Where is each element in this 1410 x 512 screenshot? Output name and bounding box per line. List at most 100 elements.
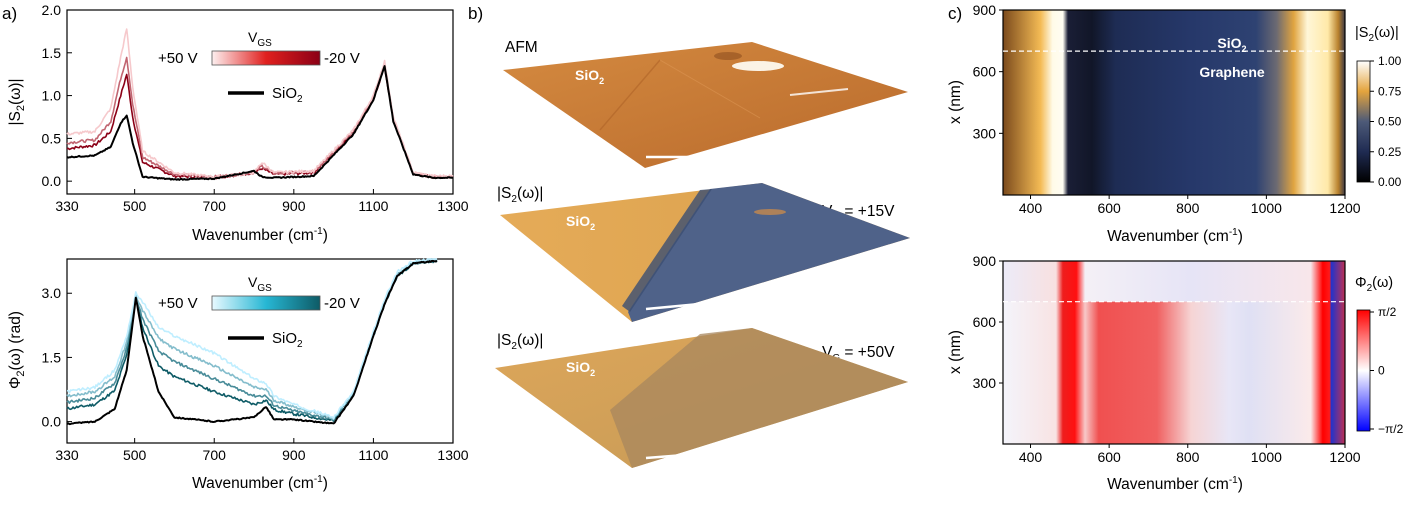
amp-heatmap-graphene-label: Graphene — [1199, 64, 1265, 80]
amp-heatmap-frame — [1002, 9, 1346, 196]
phase-y-axis-label: Φ2(ω) (rad) — [7, 311, 27, 389]
amp-series-group — [66, 28, 454, 181]
amp-axes-frame — [66, 9, 454, 195]
phase-legend-ref-label: SiO2 — [272, 330, 303, 350]
x-tick-label: 600 — [1097, 200, 1121, 216]
phase-heatmap-x-ticks: 400 600 800 1000 1200 — [1019, 444, 1361, 465]
y-tick-label: 600 — [973, 64, 997, 80]
amp-x-axis-label: Wavenumber (cm-1) — [192, 226, 328, 244]
colorbar-tick-label: 0.25 — [1378, 145, 1402, 159]
phase-colorbar — [1356, 309, 1371, 432]
amp-x-ticks: 330 500 700 900 1100 1300 — [55, 189, 469, 214]
phase-axes-frame — [66, 258, 454, 444]
amp-map-15v-graphene-region — [628, 183, 910, 322]
colorbar-tick-label: 0.00 — [1378, 175, 1402, 189]
phase-heatmap-y-ticks: 300 600 900 — [973, 253, 1003, 391]
colorbar-tick-label: 0.75 — [1378, 84, 1402, 98]
y-tick-label: 0.0 — [42, 173, 62, 189]
x-tick-label: 400 — [1019, 200, 1043, 216]
colorbar-tick-label: 0 — [1378, 364, 1385, 378]
phase-legend-vgs: VGS — [248, 274, 272, 294]
amp-map-50v-sio2-label: SiO2 — [566, 359, 595, 378]
amp-heatmap-image — [1003, 10, 1345, 195]
phase-legend-left: +50 V — [158, 295, 198, 312]
amp-legend-gradient — [211, 50, 321, 66]
amp-map-15v-graphene-label: Graphene — [748, 288, 816, 304]
x-tick-label: 1300 — [437, 198, 468, 214]
phase-heatmap-frame — [1002, 260, 1346, 445]
afm-sio2-label: SiO2 — [575, 67, 604, 86]
afm-flake-edge — [599, 59, 661, 131]
phase-heatmap-sio2-region — [1003, 261, 1345, 302]
x-tick-label: 1300 — [437, 447, 468, 463]
y-tick-label: 3.0 — [42, 285, 62, 301]
amp-map-15v-scale-bar — [645, 301, 711, 311]
phase-series-group — [66, 258, 438, 426]
y-tick-label: 900 — [973, 2, 997, 18]
afm-map-panel: AFM SiO2 Graphene — [503, 39, 908, 168]
amp-map-50v-title: |S2(ω)| — [497, 332, 543, 352]
phase-y-ticks: 0.0 1.5 3.0 — [42, 285, 72, 430]
y-tick-label: 0.0 — [42, 414, 62, 430]
colorbar-tick-label: 0.50 — [1378, 115, 1402, 129]
afm-surface — [503, 42, 908, 168]
y-tick-label: 1.5 — [42, 349, 62, 365]
x-tick-label: 500 — [123, 198, 147, 214]
x-tick-label: 700 — [203, 447, 227, 463]
series-line-sio2 — [66, 259, 438, 426]
amp-map-50v-graphene-label: Graphene — [748, 434, 816, 450]
x-tick-label: 400 — [1019, 449, 1043, 465]
series-line-vgs — [66, 258, 438, 421]
phase-heatmap-chart: 400 600 800 1000 1200 300 600 900 Wavenumber (… — [947, 253, 1404, 493]
x-tick-label: 1200 — [1329, 200, 1360, 216]
x-tick-label: 600 — [1097, 449, 1121, 465]
y-tick-label: 600 — [973, 314, 997, 330]
series-line-sio2 — [66, 65, 454, 181]
amp-heatmap-y-axis-label: x (nm) — [947, 80, 964, 124]
y-tick-label: 300 — [973, 125, 997, 141]
x-tick-label: 800 — [1176, 449, 1200, 465]
amp-heatmap-sio2-label: SiO2 — [1217, 35, 1246, 54]
afm-bright-streak — [789, 88, 849, 96]
amp-colorbar-title: |S2(ω)| — [1355, 25, 1399, 44]
phase-colorbar-title: Φ2(ω) — [1355, 275, 1393, 294]
phase-x-ticks: 330 500 700 900 1100 1300 — [55, 438, 469, 463]
amp-map-50v-panel: |S2(ω)| VG = +50V SiO2 Graphene — [495, 328, 908, 468]
amp-map-15v-title: |S2(ω)| — [497, 185, 543, 205]
afm-bright-spot — [732, 61, 784, 71]
amp-map-15v-edge — [622, 189, 712, 312]
amp-heatmap-x-axis-label: Wavenumber (cm-1) — [1107, 227, 1243, 245]
colorbar-tick-label: −π/2 — [1378, 422, 1404, 436]
x-tick-label: 800 — [1176, 200, 1200, 216]
colorbar-tick-label: 1.00 — [1378, 54, 1402, 68]
afm-dark-spot — [714, 52, 742, 60]
x-tick-label: 900 — [282, 198, 306, 214]
panel-label-a: a) — [2, 4, 17, 23]
y-tick-label: 1.0 — [42, 88, 62, 104]
amp-y-axis-label: |S2(ω)| — [7, 79, 27, 126]
x-tick-label: 1000 — [1251, 449, 1282, 465]
x-tick-label: 330 — [55, 447, 79, 463]
x-tick-label: 1100 — [358, 447, 388, 463]
amp-map-15v-spot — [754, 209, 786, 215]
y-tick-label: 2.0 — [42, 2, 62, 18]
phase-spectrum-chart: 330 500 700 900 1100 1300 0.0 1.5 3.0 Wavenumbe… — [7, 258, 469, 492]
amp-colorbar — [1356, 60, 1371, 183]
phase-legend-gradient — [211, 295, 321, 311]
amp-heatmap-y-ticks: 300 600 900 — [973, 2, 1003, 141]
amp-heatmap-chart: SiO2 Graphene 400 600 800 1000 1200 300 600 90… — [947, 2, 1402, 245]
amp-legend-left: +50 V — [158, 50, 198, 67]
amp-y-ticks: 0.0 0.5 1.0 1.5 2.0 — [42, 2, 72, 189]
phase-x-axis-label: Wavenumber (cm-1) — [192, 474, 328, 492]
phase-heatmap-y-axis-label: x (nm) — [947, 330, 964, 374]
amp-spectrum-chart: 330 500 700 900 1100 1300 0.0 0.5 1.0 1.5 2.0 Wav… — [7, 2, 469, 244]
amp-legend-vgs: VGS — [248, 29, 272, 49]
x-tick-label: 700 — [203, 198, 227, 214]
amp-colorbar-ticks: 0.00 0.25 0.50 0.75 1.00 — [1370, 54, 1402, 189]
amp-map-50v-graphene-region — [610, 328, 908, 468]
afm-graphene-label: Graphene — [748, 138, 816, 154]
series-line-vgs — [66, 258, 438, 420]
afm-title: AFM — [505, 39, 538, 56]
amp-map-15v-sio2-label: SiO2 — [566, 213, 595, 232]
